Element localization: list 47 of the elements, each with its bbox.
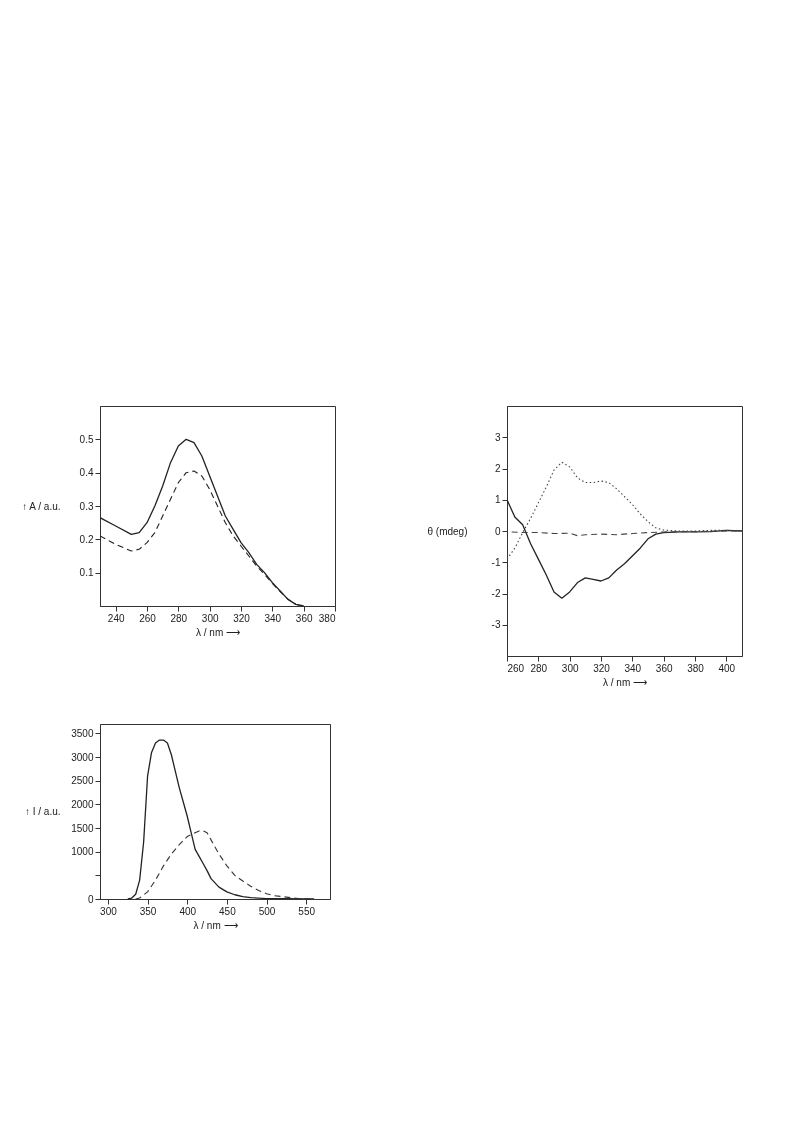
x-axis-title: λ / nm ⟶ bbox=[193, 919, 238, 931]
x-tick-label: 360 bbox=[655, 662, 673, 674]
x-tick-label: 350 bbox=[139, 905, 157, 917]
y-tick-label: 2 bbox=[494, 463, 501, 474]
y-tick-label: 0.3 bbox=[79, 500, 94, 512]
y-tick-label: 1500 bbox=[71, 822, 94, 834]
x-axis-title: λ / nm ⟶ bbox=[195, 626, 241, 638]
x-tick-label: 360 bbox=[295, 612, 313, 624]
y-axis-title: θ (mdeg) bbox=[427, 525, 468, 537]
y-tick-label: 2500 bbox=[71, 775, 94, 787]
y-tick-label: 0 bbox=[494, 525, 501, 537]
x-tick-label: 260 bbox=[139, 612, 157, 624]
x-tick-label: 500 bbox=[258, 905, 276, 917]
y-tick-label: 0.1 bbox=[79, 567, 94, 579]
x-axis-title: λ / nm ⟶ bbox=[602, 676, 648, 688]
x-tick-label: 240 bbox=[107, 612, 125, 624]
x-tick-label: 300 bbox=[201, 612, 219, 624]
x-tick-label: 380 bbox=[318, 612, 336, 624]
x-tick-label: 300 bbox=[561, 662, 579, 674]
y-axis-title: ↑ I / a.u. bbox=[24, 806, 61, 817]
y-tick-label: 3000 bbox=[71, 751, 94, 763]
y-tick-label: 1 bbox=[494, 494, 501, 506]
y-tick-label: 0.2 bbox=[79, 533, 94, 545]
x-tick-label: 400 bbox=[718, 662, 736, 674]
y-tick-label: -2 bbox=[491, 588, 501, 599]
x-tick-label: 260 bbox=[507, 662, 525, 674]
x-tick-label: 400 bbox=[179, 905, 197, 917]
x-tick-label: 380 bbox=[687, 662, 705, 674]
y-tick-label: -3 bbox=[491, 619, 501, 631]
y-tick-label: 0.4 bbox=[79, 467, 94, 479]
y-tick-label: 2000 bbox=[71, 798, 94, 810]
x-tick-label: 320 bbox=[233, 612, 251, 624]
x-tick-label: 340 bbox=[624, 662, 642, 674]
y-tick-label: 1000 bbox=[71, 846, 94, 858]
x-tick-label: 550 bbox=[298, 905, 316, 917]
x-tick-label: 280 bbox=[170, 612, 188, 624]
x-tick-label: 340 bbox=[264, 612, 282, 624]
y-tick-label: -1 bbox=[491, 556, 501, 568]
y-tick-label: 3500 bbox=[71, 727, 94, 739]
x-tick-label: 320 bbox=[593, 662, 611, 674]
y-tick-label: 0.5 bbox=[79, 433, 94, 445]
y-axis-title: ↑ A / a.u. bbox=[22, 500, 61, 512]
y-tick-label: 3 bbox=[494, 431, 501, 443]
y-tick-label: 0 bbox=[87, 893, 94, 905]
x-tick-label: 280 bbox=[530, 662, 548, 674]
x-tick-label: 450 bbox=[219, 905, 237, 917]
x-tick-label: 300 bbox=[100, 905, 118, 917]
